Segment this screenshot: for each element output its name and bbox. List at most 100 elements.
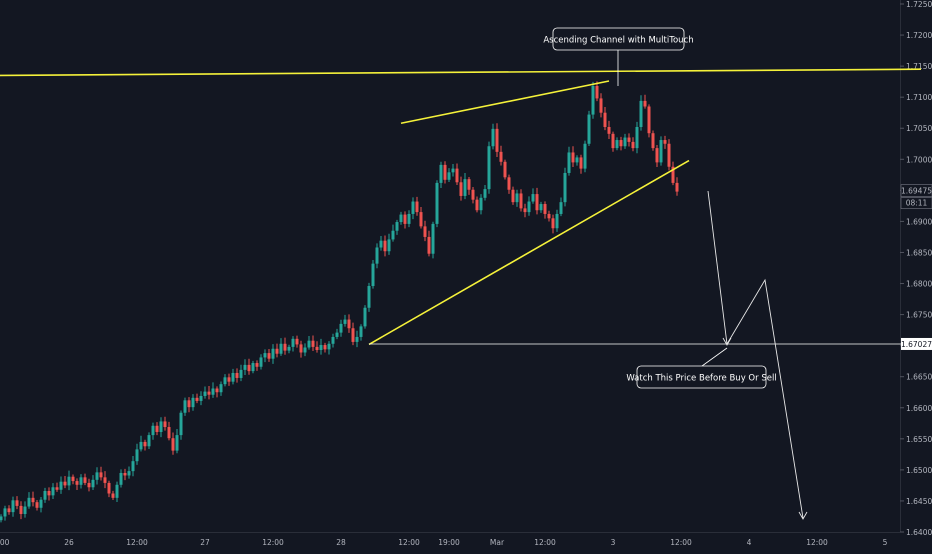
candle-body	[551, 218, 555, 229]
candle-body	[183, 400, 187, 413]
candles	[0, 81, 679, 523]
y-tick-label: 1.70500	[906, 124, 932, 133]
candle-body	[43, 491, 47, 500]
candle-body	[159, 421, 163, 432]
candle-body	[531, 194, 535, 202]
candle-body	[627, 137, 631, 142]
callout-box	[552, 27, 685, 51]
candle-body	[3, 508, 7, 517]
y-tick-label: 1.68000	[906, 280, 932, 289]
candle-body	[211, 388, 215, 395]
resistance-line	[0, 68, 922, 77]
candle-body	[411, 201, 415, 214]
candle-body	[475, 199, 479, 211]
candle-body	[11, 500, 15, 513]
candle-body	[351, 328, 355, 342]
candle-body	[615, 140, 619, 149]
candle-body	[503, 161, 507, 178]
candle-body	[407, 213, 411, 224]
candle-body	[359, 326, 363, 337]
candle-body	[491, 128, 495, 147]
candle-body	[139, 441, 143, 450]
x-tick-label: Mar	[490, 538, 505, 547]
candle-body	[91, 479, 95, 488]
x-tick-label: 5	[883, 538, 888, 547]
candle-body	[207, 391, 211, 395]
candle-body	[135, 449, 139, 462]
candle-body	[107, 482, 111, 494]
candle-body	[131, 461, 135, 472]
candle-body	[235, 372, 239, 378]
candle-body	[599, 98, 603, 113]
x-tick-label: 12:00	[806, 538, 828, 547]
candle-body	[439, 164, 443, 183]
candle-body	[591, 85, 595, 115]
candle-body	[23, 506, 27, 514]
candle-body	[363, 307, 367, 327]
candle-body	[583, 143, 587, 169]
candle-body	[395, 222, 399, 231]
candle-body	[611, 133, 615, 149]
candle-body	[391, 230, 395, 240]
candle-body	[195, 397, 199, 401]
projection-path	[707, 190, 804, 519]
candle-body	[399, 214, 403, 223]
candle-body	[219, 384, 223, 393]
candle-body	[19, 505, 23, 514]
callout-box	[636, 365, 767, 389]
candle-body	[519, 193, 523, 209]
candle-body	[555, 213, 559, 229]
candle-body	[259, 357, 263, 367]
candle-body	[435, 182, 439, 224]
channel-upper-line	[400, 80, 610, 125]
candle-body	[299, 344, 303, 353]
candle-body	[179, 412, 183, 436]
callout-bottom-text: Watch This Price Before Buy Or Sell	[626, 374, 776, 384]
candle-body	[579, 157, 583, 169]
candle-body	[451, 168, 455, 173]
candle-body	[663, 140, 667, 144]
candle-body	[635, 126, 639, 149]
candle-body	[215, 388, 219, 393]
candle-body	[655, 148, 659, 163]
candle-body	[471, 189, 475, 200]
candle-body	[255, 363, 259, 367]
badge-text: 1.67027	[901, 340, 932, 349]
candle-body	[251, 363, 255, 372]
candle-body	[595, 85, 599, 99]
x-tick-label: 12:00	[398, 538, 420, 547]
candle-body	[367, 286, 371, 308]
candle-body	[603, 112, 607, 127]
candle-body	[63, 481, 67, 486]
candle-body	[675, 182, 679, 192]
candle-body	[31, 497, 35, 503]
x-tick-label: 2:00	[0, 538, 10, 547]
x-tick-label: 4	[747, 538, 752, 547]
candle-body	[455, 168, 459, 183]
candle-body	[623, 137, 627, 147]
candle-body	[187, 400, 191, 408]
candle-body	[659, 140, 663, 163]
candle-body	[559, 202, 563, 214]
candle-body	[415, 201, 419, 213]
y-tick-label: 1.71000	[906, 93, 932, 102]
candle-body	[379, 240, 383, 248]
candle-body	[331, 336, 335, 344]
y-tick-label: 1.65000	[906, 466, 932, 475]
candle-body	[499, 151, 503, 162]
x-tick-label: 3	[611, 538, 616, 547]
candle-body	[447, 172, 451, 180]
candle-body	[607, 126, 611, 134]
candle-body	[567, 152, 571, 173]
candle-body	[459, 182, 463, 196]
candle-body	[487, 146, 491, 190]
candle-body	[223, 377, 227, 385]
y-tick-label: 1.71500	[906, 62, 932, 71]
candle-body	[539, 204, 543, 211]
candle-body	[59, 481, 63, 490]
candle-body	[55, 487, 59, 490]
candle-body	[387, 239, 391, 252]
candle-body	[671, 166, 675, 183]
